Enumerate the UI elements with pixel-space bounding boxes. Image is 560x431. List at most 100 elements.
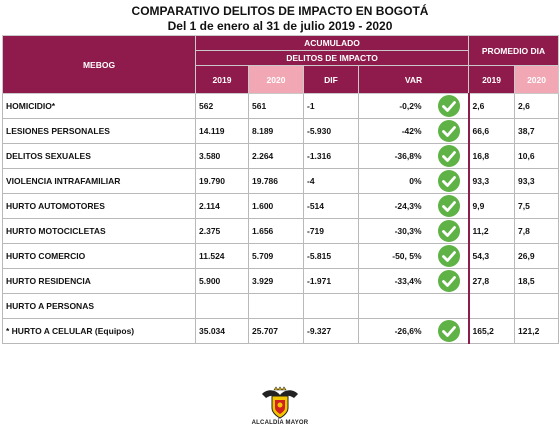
table-row: HURTO AUTOMOTORES 2.114 1.600 -514 -24,3% 9,9… <box>2 193 560 219</box>
header-prom-2019: 2019 <box>468 65 516 94</box>
check-circle-icon <box>437 245 460 267</box>
check-circle-icon <box>437 220 460 242</box>
header-col-2020: 2020 <box>248 65 304 94</box>
value-var: -0,2% <box>357 93 470 119</box>
promedio-2020: 2,6 <box>514 93 560 119</box>
crime-label: * HURTO A CELULAR (Equipos) <box>2 318 196 344</box>
value-2019: 5.900 <box>195 268 249 294</box>
promedio-2020: 10,6 <box>514 143 560 169</box>
report-subtitle: Del 1 de enero al 31 de julio 2019 - 202… <box>167 19 393 33</box>
crime-label: HURTO AUTOMOTORES <box>2 193 196 219</box>
check-circle-icon <box>437 145 460 167</box>
table-row: HURTO RESIDENCIA 5.900 3.929 -1.971 -33,4% 27… <box>2 268 560 294</box>
value-2020: 2.264 <box>248 143 304 169</box>
promedio-2020: 7,8 <box>514 218 560 244</box>
promedio-2019: 165,2 <box>467 318 516 344</box>
alcaldia-mayor-label: ALCALDÍA MAYOR <box>251 420 309 426</box>
promedio-2020: 26,9 <box>514 243 560 269</box>
var-percent: -36,8% <box>394 151 422 161</box>
header-acumulado: ACUMULADO <box>194 35 470 51</box>
table-row: HURTO MOTOCICLETAS 2.375 1.656 -719 -30,3% 11… <box>2 218 560 244</box>
check-circle-icon <box>437 170 460 192</box>
value-2019: 2.375 <box>195 218 249 244</box>
header-col-var: VAR <box>357 65 470 94</box>
table-row: VIOLENCIA INTRAFAMILIAR 19.790 19.786 -4 0% 9… <box>2 168 560 194</box>
value-dif: -4 <box>303 168 359 194</box>
bogota-coat-of-arms-icon <box>262 386 298 419</box>
value-2020: 1.600 <box>248 193 304 219</box>
value-2020 <box>248 293 304 319</box>
header-col-dif: DIF <box>303 65 359 94</box>
value-2020: 1.656 <box>248 218 304 244</box>
value-var: -33,4% <box>357 268 470 294</box>
value-2019: 14.119 <box>195 118 249 144</box>
var-percent: 0% <box>409 176 422 186</box>
var-percent: -0,2% <box>399 101 422 111</box>
value-dif: -5.815 <box>303 243 359 269</box>
value-var: -42% <box>357 118 470 144</box>
report-title: COMPARATIVO DELITOS DE IMPACTO EN BOGOTÁ <box>131 4 429 18</box>
promedio-2019: 54,3 <box>467 243 516 269</box>
promedio-2019: 66,6 <box>467 118 516 144</box>
value-var <box>357 293 470 319</box>
value-2020: 25.707 <box>248 318 304 344</box>
promedio-2019: 2,6 <box>467 93 516 119</box>
crime-comparison-table: MEBOG ACUMULADO PROMEDIO DIA DELITOS DE … <box>2 35 560 344</box>
crime-label: HURTO RESIDENCIA <box>2 268 196 294</box>
promedio-2020: 7,5 <box>514 193 560 219</box>
crime-label: HURTO MOTOCICLETAS <box>2 218 196 244</box>
promedio-2019: 93,3 <box>467 168 516 194</box>
check-circle-icon <box>437 120 460 142</box>
value-2019 <box>195 293 249 319</box>
promedio-2020: 18,5 <box>514 268 560 294</box>
crime-label: DELITOS SEXUALES <box>2 143 196 169</box>
check-circle-icon <box>437 270 460 292</box>
var-percent: -26,6% <box>394 326 422 336</box>
table-body: HOMICIDIO* 562 561 -1 -0,2% 2,6 2,6 LESIONES PE… <box>2 93 560 344</box>
header-col-2019: 2019 <box>195 65 249 94</box>
value-dif <box>303 293 359 319</box>
var-percent: -30,3% <box>394 226 422 236</box>
header-delitos-impacto: DELITOS DE IMPACTO <box>194 50 470 66</box>
value-2019: 2.114 <box>195 193 249 219</box>
table-row: * HURTO A CELULAR (Equipos) 35.034 25.707-… <box>2 318 560 344</box>
promedio-2020: 93,3 <box>514 168 560 194</box>
crime-label: HURTO COMERCIO <box>2 243 196 269</box>
promedio-2020: 38,7 <box>514 118 560 144</box>
value-dif: -5.930 <box>303 118 359 144</box>
value-2020: 561 <box>248 93 304 119</box>
header-mebog: MEBOG <box>2 35 196 94</box>
table-row: HOMICIDIO* 562 561 -1 -0,2% 2,6 2,6 <box>2 93 560 119</box>
value-var: -26,6% <box>357 318 470 344</box>
crime-label: HURTO A PERSONAS <box>2 293 196 319</box>
var-percent: -42% <box>401 126 422 136</box>
value-var: 0% <box>357 168 470 194</box>
promedio-2019: 9,9 <box>467 193 516 219</box>
value-var: -50, 5% <box>357 243 470 269</box>
table-row: HURTO COMERCIO 11.524 5.709 -5.815 -50, 5% 54… <box>2 243 560 269</box>
var-percent: -50, 5% <box>392 251 422 261</box>
value-dif: -1.316 <box>303 143 359 169</box>
check-circle-icon <box>437 195 460 217</box>
value-2019: 3.580 <box>195 143 249 169</box>
header-promedio-dia: PROMEDIO DIA <box>468 35 560 66</box>
value-2019: 562 <box>195 93 249 119</box>
value-var: -24,3% <box>357 193 470 219</box>
table-row: LESIONES PERSONALES 14.119 8.189 -5.930 -42%… <box>2 118 560 144</box>
value-dif: -514 <box>303 193 359 219</box>
value-var: -30,3% <box>357 218 470 244</box>
header-prom-2020: 2020 <box>514 65 560 94</box>
value-2019: 19.790 <box>195 168 249 194</box>
value-2020: 8.189 <box>248 118 304 144</box>
value-2020: 19.786 <box>248 168 304 194</box>
value-2020: 3.929 <box>248 268 304 294</box>
promedio-2019: 11,2 <box>467 218 516 244</box>
value-2019: 11.524 <box>195 243 249 269</box>
value-dif: -1 <box>303 93 359 119</box>
promedio-2020 <box>514 293 560 319</box>
value-dif: -9.327 <box>303 318 359 344</box>
value-2019: 35.034 <box>195 318 249 344</box>
promedio-2019: 16,8 <box>467 143 516 169</box>
check-circle-icon <box>437 320 460 342</box>
var-percent: -33,4% <box>394 276 422 286</box>
